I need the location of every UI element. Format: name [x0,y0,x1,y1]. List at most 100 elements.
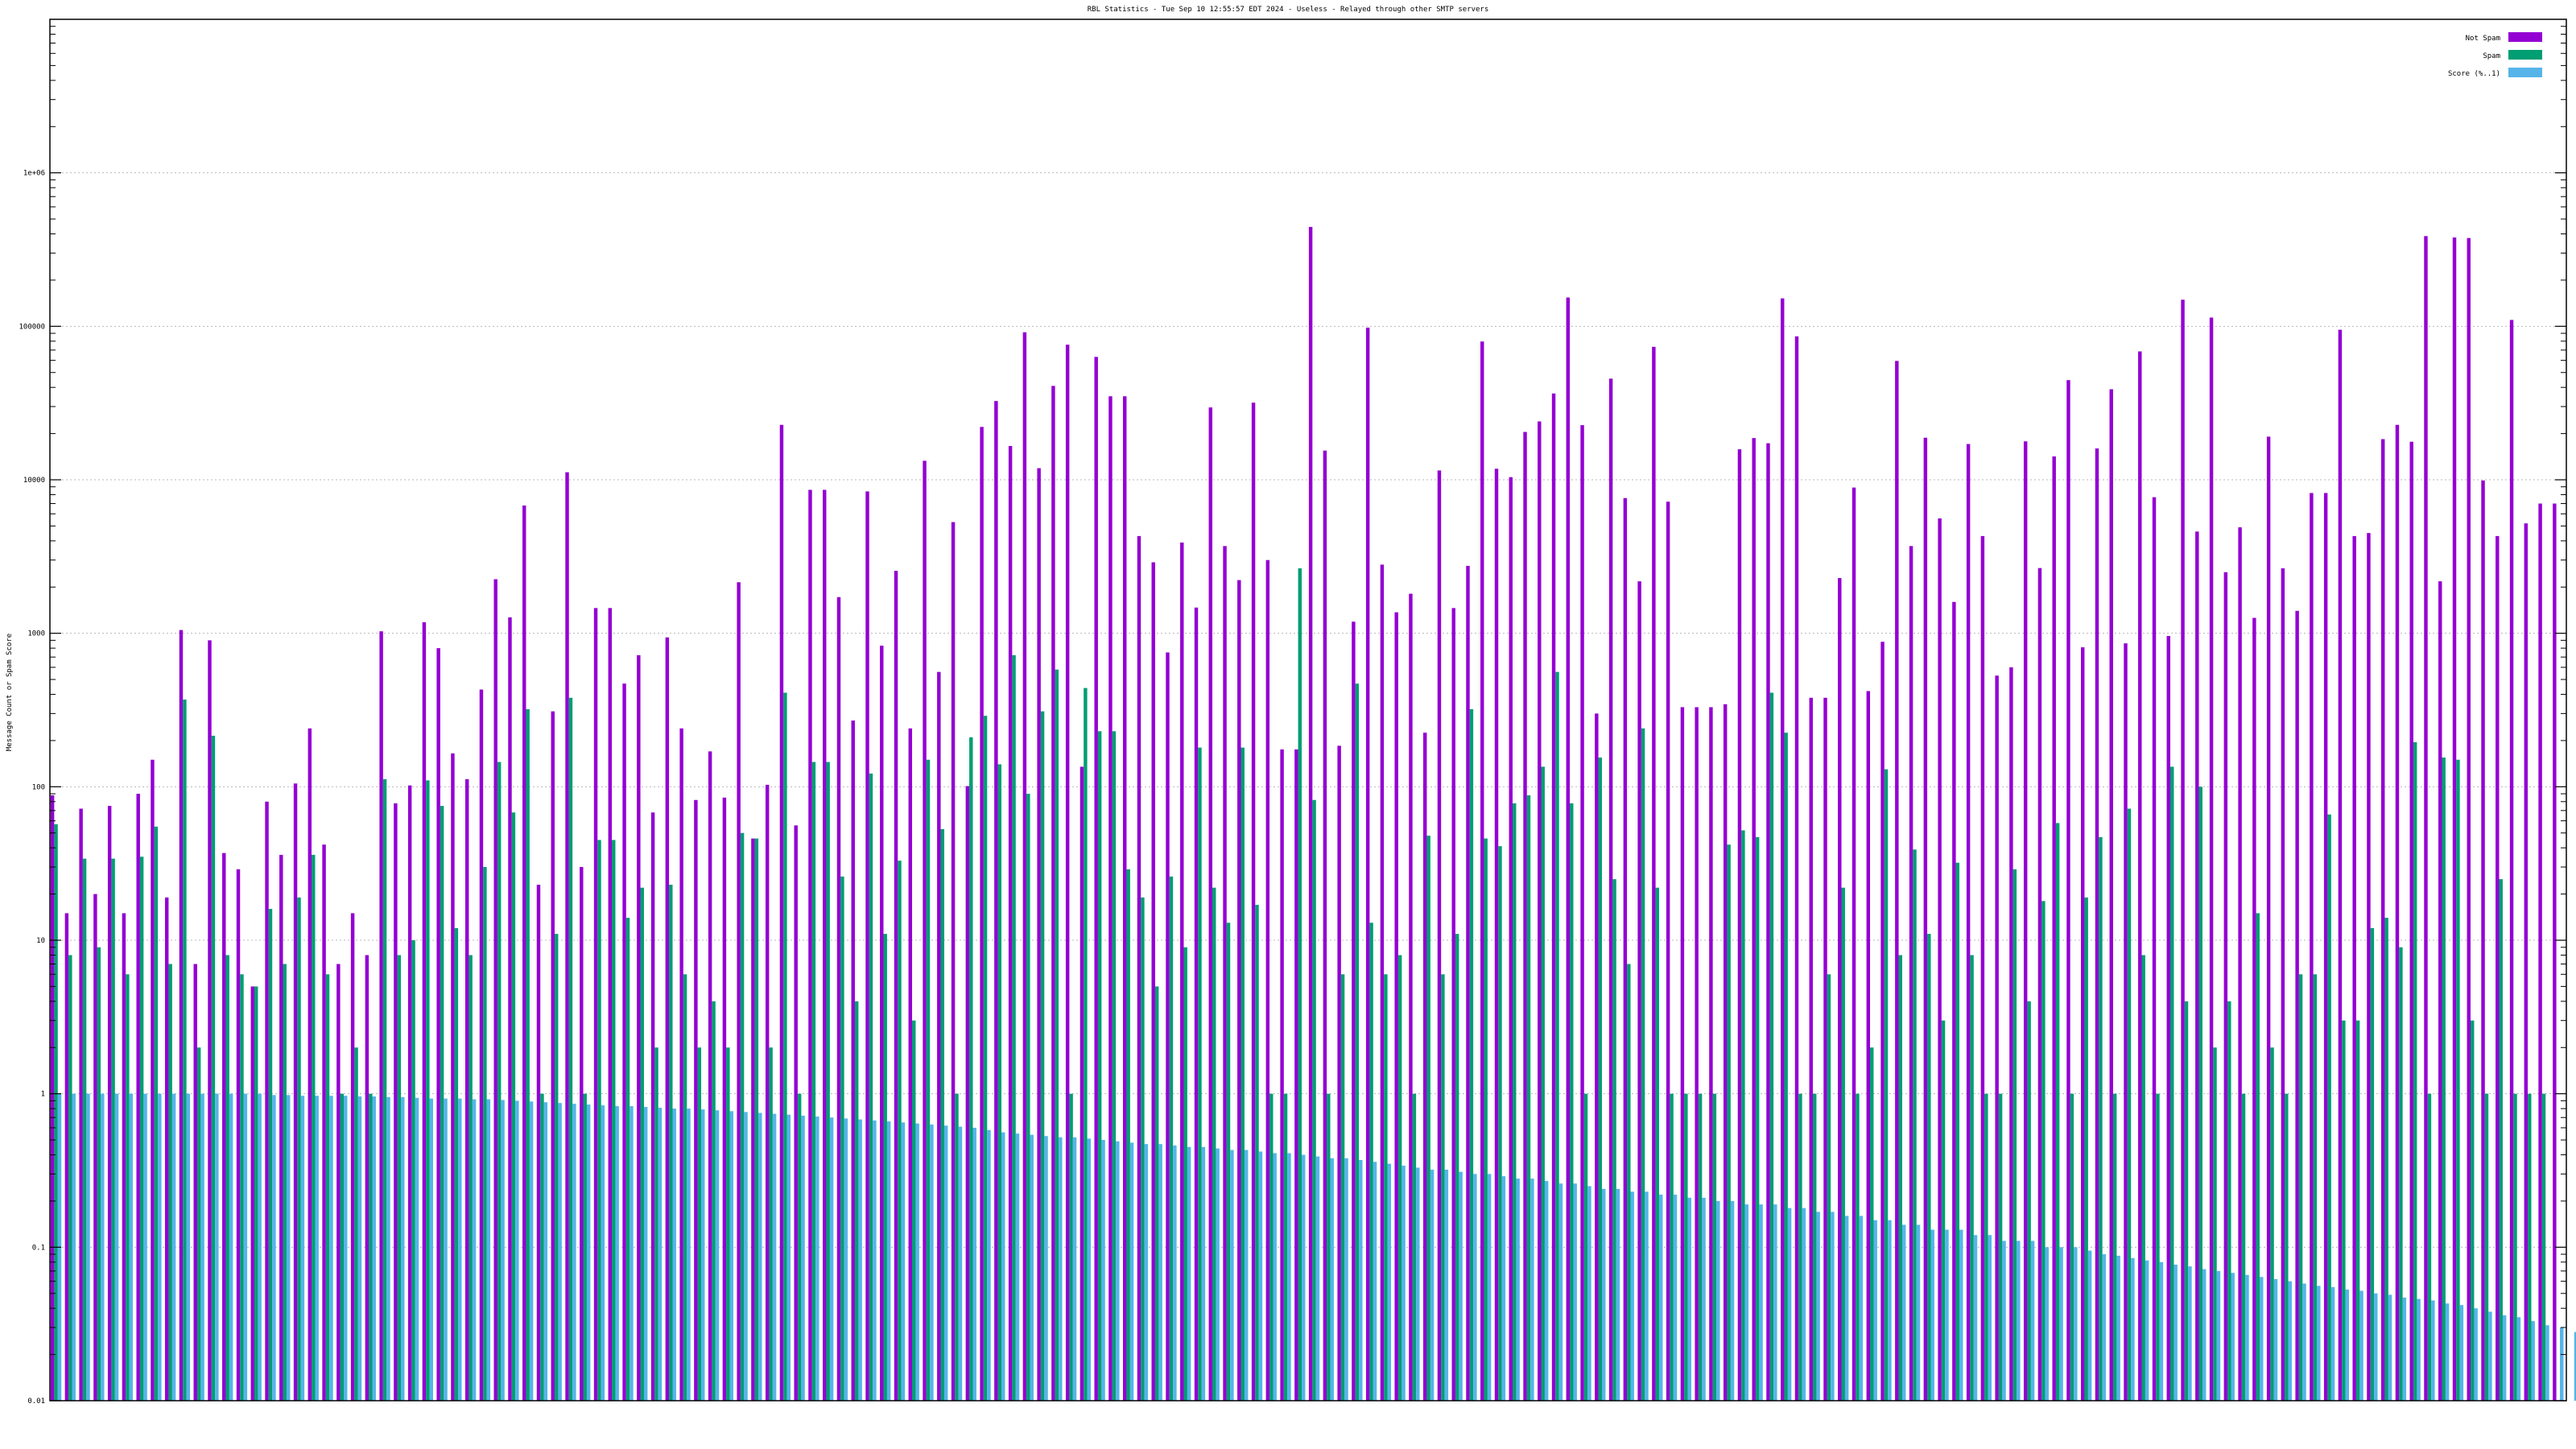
bar [229,1093,233,1401]
bar [2467,237,2471,1401]
bar [268,909,273,1401]
bar [1812,1093,1817,1401]
plot-frame [49,19,2567,1402]
bar [593,608,598,1401]
bar [1230,1150,1234,1401]
bar [168,964,172,1401]
bar [1709,707,1713,1401]
bar [687,1108,691,1401]
bar [1051,386,1055,1401]
bar [508,617,512,1401]
bar [82,858,87,1401]
bar [1369,923,1373,1401]
bar [1544,1181,1549,1401]
bar [2427,1093,2432,1401]
bar [286,1095,291,1401]
bar [744,1112,748,1401]
bar [2260,1277,2264,1401]
bar [340,1093,344,1401]
bar [1026,794,1030,1401]
bar [883,934,887,1401]
bar [250,986,254,1401]
bar [101,1093,105,1401]
bar [1169,876,1174,1401]
bar [783,692,787,1401]
bar [2545,1325,2549,1401]
bar [1895,361,1899,1402]
bar [801,1115,805,1401]
bar [1258,1151,1263,1401]
bar [2109,389,2113,1401]
bar [1959,1229,1963,1401]
bar [1952,601,1956,1401]
bar [826,762,830,1401]
bar [2409,441,2413,1401]
bar [1151,562,1155,1401]
bar [97,947,101,1401]
bar [1616,1188,1620,1401]
bar [983,716,988,1401]
bar [1816,1212,1820,1401]
bar [1487,1174,1492,1401]
bar [1112,731,1117,1401]
bar [1680,707,1685,1401]
bar [715,1110,720,1401]
bar [171,1093,176,1401]
bar [2509,320,2514,1402]
bar [558,1103,562,1401]
bar [1730,1200,1735,1401]
bar [2285,1093,2289,1401]
bar [1773,1204,1777,1401]
bar [122,913,126,1401]
bar [1659,1195,1663,1401]
bar [1097,731,1102,1401]
bar [650,812,655,1401]
bar [1122,396,1127,1401]
bar [1698,1093,1703,1401]
bar [2317,1286,2321,1401]
bar [2488,1311,2492,1401]
bar [2399,947,2403,1401]
bar [2323,493,2328,1402]
bar [865,491,869,1402]
bar [1037,468,1041,1401]
bar [722,797,727,1401]
legend: Not Spam Spam Score (%..1) [2448,32,2542,78]
bar [1094,357,1098,1402]
bar [2070,1093,2074,1401]
bar [1687,1197,1691,1401]
bar [1759,1204,1763,1401]
bar [758,1113,762,1401]
bar [1555,671,1559,1401]
bar [1970,955,1974,1401]
bar [126,974,130,1401]
bar [1055,669,1059,1401]
bar [300,1096,305,1401]
bar [1784,733,1788,1401]
bar [1126,869,1130,1401]
bar [1108,396,1113,1401]
bar [1498,846,1502,1401]
bar [2342,1020,2346,1401]
bar [1798,1093,1802,1401]
bar [1766,443,1770,1401]
bar [1480,341,1484,1402]
bar [2541,1093,2546,1401]
bar [572,1104,576,1401]
bar [915,1123,919,1401]
bar [583,1093,587,1401]
bar [858,1119,862,1401]
bar [811,762,816,1401]
bar [829,1117,834,1401]
bar [1308,226,1313,1401]
bar [1913,849,1917,1401]
bar [2513,1093,2517,1401]
bar [497,762,502,1401]
bar [54,824,58,1401]
bar [1387,1163,1392,1401]
y-tick-label: 1 [41,1091,45,1099]
bar [1141,897,1145,1401]
bar [279,854,283,1401]
bar [565,472,569,1401]
bar [2127,808,2132,1401]
